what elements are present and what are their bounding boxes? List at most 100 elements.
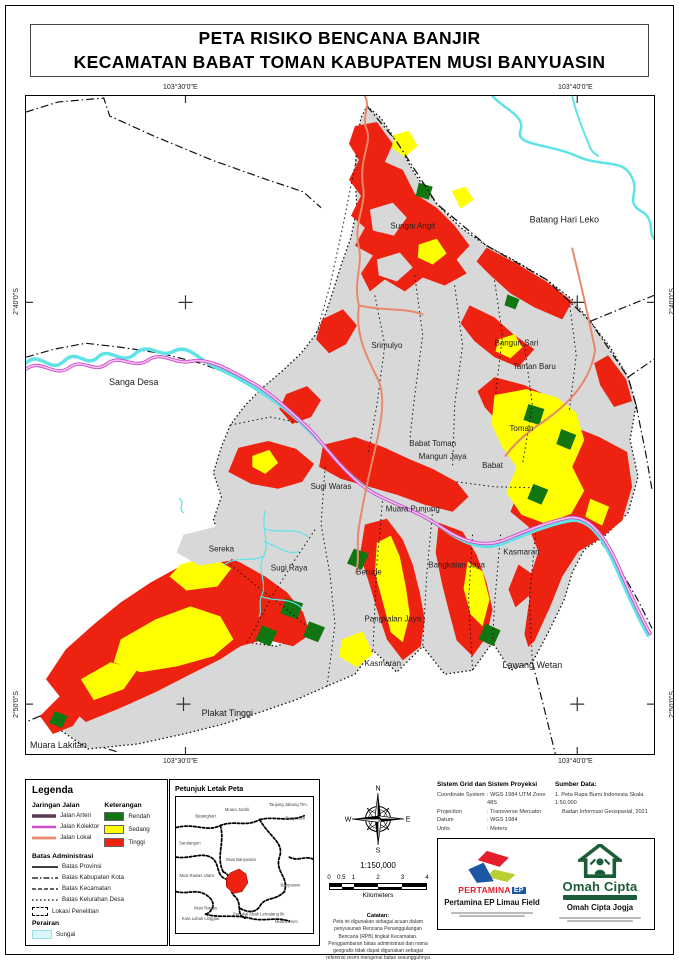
coord-top-left: 103°30'0"E: [163, 84, 198, 91]
locator-labels: Batanghari Muaro Jambi Tanjung Jabung Ti…: [179, 802, 308, 924]
data-source-line1: 1. Peta Rupa Bumi Indonesia Skala 1:50.0…: [555, 792, 644, 807]
road-lokal: [354, 96, 597, 574]
svg-text:Batanghari: Batanghari: [195, 814, 215, 819]
legend-title: Legenda: [32, 785, 74, 796]
compass-south-label: S: [376, 848, 381, 854]
svg-text:Tanjung Jabung Tim.: Tanjung Jabung Tim.: [269, 802, 308, 807]
notes: Catatan: Peta ini digunakan sebagai acua…: [322, 913, 434, 960]
compass-north-label: N: [375, 786, 380, 793]
svg-text:Musi Rawas: Musi Rawas: [194, 905, 217, 910]
svg-text:Musi Banyuasin: Musi Banyuasin: [226, 857, 256, 862]
label-sanga-desa: Sanga Desa: [109, 377, 158, 387]
legend-item-sungai: Sungai: [32, 930, 161, 939]
projection-title: Sistem Grid dan Sistem Proyeksi: [437, 781, 538, 788]
legend-item-batas-provinsi: Batas Provinsi: [32, 863, 161, 870]
omah-wordmark: Omah Cipta: [562, 879, 638, 895]
map-title-line2: KECAMATAN BABAT TOMAN KABUPATEN MUSI BAN…: [73, 51, 606, 72]
projection-row: Units : Meters: [437, 825, 508, 832]
projection-row: Coordinate System : WGS 1984 UTM Zone 48…: [437, 792, 546, 807]
locator-boundaries: [176, 814, 313, 923]
label-lawang-wetan: Lawang Wetan: [503, 660, 563, 670]
locator-map: Batanghari Muaro Jambi Tanjung Jabung Ti…: [175, 796, 314, 934]
scale-bar-graphic: [329, 883, 427, 890]
label-bangun-sari: Bangun Sari: [495, 338, 539, 347]
tinggi-swatch: [104, 838, 125, 847]
map-title-box: PETA RISIKO BENCANA BANJIR KECAMATAN BAB…: [30, 24, 649, 77]
locator-panel: Petunjuk Letak Peta Batanghari: [169, 779, 320, 946]
label-beruge: Beruge: [356, 568, 382, 577]
publisher-box: PERTAMINA EP Pertamina EP Limau Field Oma…: [437, 838, 655, 930]
label-toman: Toman: [509, 424, 533, 433]
north-arrow: N E S W: [345, 783, 411, 858]
omah-address-lines: [553, 915, 647, 924]
pertamina-wordmark: PERTAMINA EP: [458, 885, 526, 896]
scale-bar-ticks: 0 0.5 1 2 3 4: [327, 875, 429, 881]
legend-item-tinggi: Tinggi: [104, 838, 161, 847]
data-source: Sumber Data: 1. Peta Rupa Bumi Indonesia…: [555, 781, 659, 833]
main-map: Batang Hari Leko Sanga Desa Lawang Wetan…: [26, 96, 654, 754]
coord-bottom-left: 103°30'0"E: [163, 758, 198, 765]
label-muara-punjung: Muara Punjung: [386, 505, 440, 514]
legend-item-rendah: Rendah: [104, 812, 161, 821]
batas-kelurahan-swatch: [32, 898, 58, 901]
scale-bar-unit: Kilometers: [362, 892, 394, 899]
graticule-crosses: [26, 96, 654, 754]
coord-left-bottom: 2°50'0"S: [12, 691, 20, 718]
scale-ratio: 1:150,000: [360, 861, 396, 870]
pertamina-logo-icon: [468, 851, 516, 884]
data-source-title: Sumber Data:: [555, 781, 597, 788]
omah-cipta-block: Omah Cipta Omah Cipta Jogja: [546, 839, 654, 929]
rendah-swatch: [104, 812, 125, 821]
risk-medium-areas: [80, 130, 610, 701]
jalan-kolektor-swatch: [32, 825, 56, 828]
svg-text:Banyuasin: Banyuasin: [285, 816, 305, 821]
projection-info: Sistem Grid dan Sistem Proyeksi Coordina…: [437, 781, 555, 833]
pertamina-address-lines: [445, 910, 539, 919]
batas-provinsi-swatch: [32, 865, 58, 868]
legend-item-batas-kelurahan: Batas Kelurahan Desa: [32, 896, 161, 903]
legend-item-jalan-arteri: Jalan Arteri: [32, 812, 104, 819]
omah-cipta-logo-icon: [578, 844, 622, 879]
projection-row: Datum : WGS 1984: [437, 817, 518, 824]
compass-cardinal-points: [351, 792, 405, 846]
compass-rose: N E S W: [345, 786, 411, 855]
notes-body: Peta ini digunakan sebagai acuan dalam p…: [326, 919, 430, 960]
label-kasmaran-south: Kasmaran: [365, 659, 401, 668]
svg-text:Sarolangun: Sarolangun: [179, 840, 201, 845]
locator-title: Petunjuk Letak Peta: [175, 784, 244, 793]
legend-item-batas-kabupaten: Batas Kabupaten Kota: [32, 874, 161, 881]
compass-west-label: W: [345, 817, 352, 824]
label-mangun-jaya: Mangun Jaya: [419, 452, 467, 461]
legend-item-jalan-lokal: Jalan Lokal: [32, 834, 104, 841]
scale-bar: 0 0.5 1 2 3 4 Kilometers: [327, 875, 429, 899]
risk-high-overlay: [508, 564, 535, 608]
batas-kecamatan-swatch: [32, 887, 58, 890]
coord-bottom-right: 103°40'0"E: [558, 758, 593, 765]
sedang-swatch: [104, 825, 125, 834]
legend-item-sedang: Sedang: [104, 825, 161, 834]
label-plakat-tinggi: Plakat Tinggi: [202, 708, 253, 718]
svg-text:Musi Rawas Utara: Musi Rawas Utara: [179, 873, 214, 878]
scale-panel: N E S W 1:150,000 0 0.5 1 2 3 4: [322, 783, 434, 960]
data-source-line2: Badan Informasi Geospasial, 2021: [562, 808, 648, 815]
svg-text:Banyuasin: Banyuasin: [280, 883, 300, 888]
jalan-arteri-swatch: [32, 813, 56, 818]
label-kasmaran-east: Kasmaran: [503, 548, 539, 557]
main-map-frame: Batang Hari Leko Sanga Desa Lawang Wetan…: [25, 95, 655, 755]
legend-jaringan-title: Jaringan Jalan: [32, 802, 80, 809]
coord-top-right: 103°40'0"E: [558, 84, 593, 91]
locator-highlight-babat-toman: [226, 868, 249, 894]
map-title-line1: PETA RISIKO BENCANA BANJIR: [198, 27, 481, 48]
label-sereka: Sereka: [209, 545, 235, 554]
coord-right-top: 2°40'0"S: [668, 288, 676, 315]
compass-east-label: E: [406, 817, 411, 824]
kecamatan-boundary: [366, 105, 637, 406]
label-babat-toman: Babat Toman: [409, 439, 456, 448]
svg-text:Kota Lubuk Linggau: Kota Lubuk Linggau: [182, 916, 220, 921]
lokasi-penelitian-swatch: [32, 907, 48, 916]
coord-left-top: 2°40'0"S: [12, 288, 20, 315]
svg-text:Penukal Abab Lematang Ilir: Penukal Abab Lematang Ilir: [233, 911, 285, 916]
coord-right-bottom: 2°50'0"S: [668, 691, 676, 718]
legend: Legenda Jaringan Jalan Jalan Arteri Jala…: [25, 779, 168, 946]
label-bangkalan-jaya: Bangkalan Jaya: [428, 561, 485, 570]
